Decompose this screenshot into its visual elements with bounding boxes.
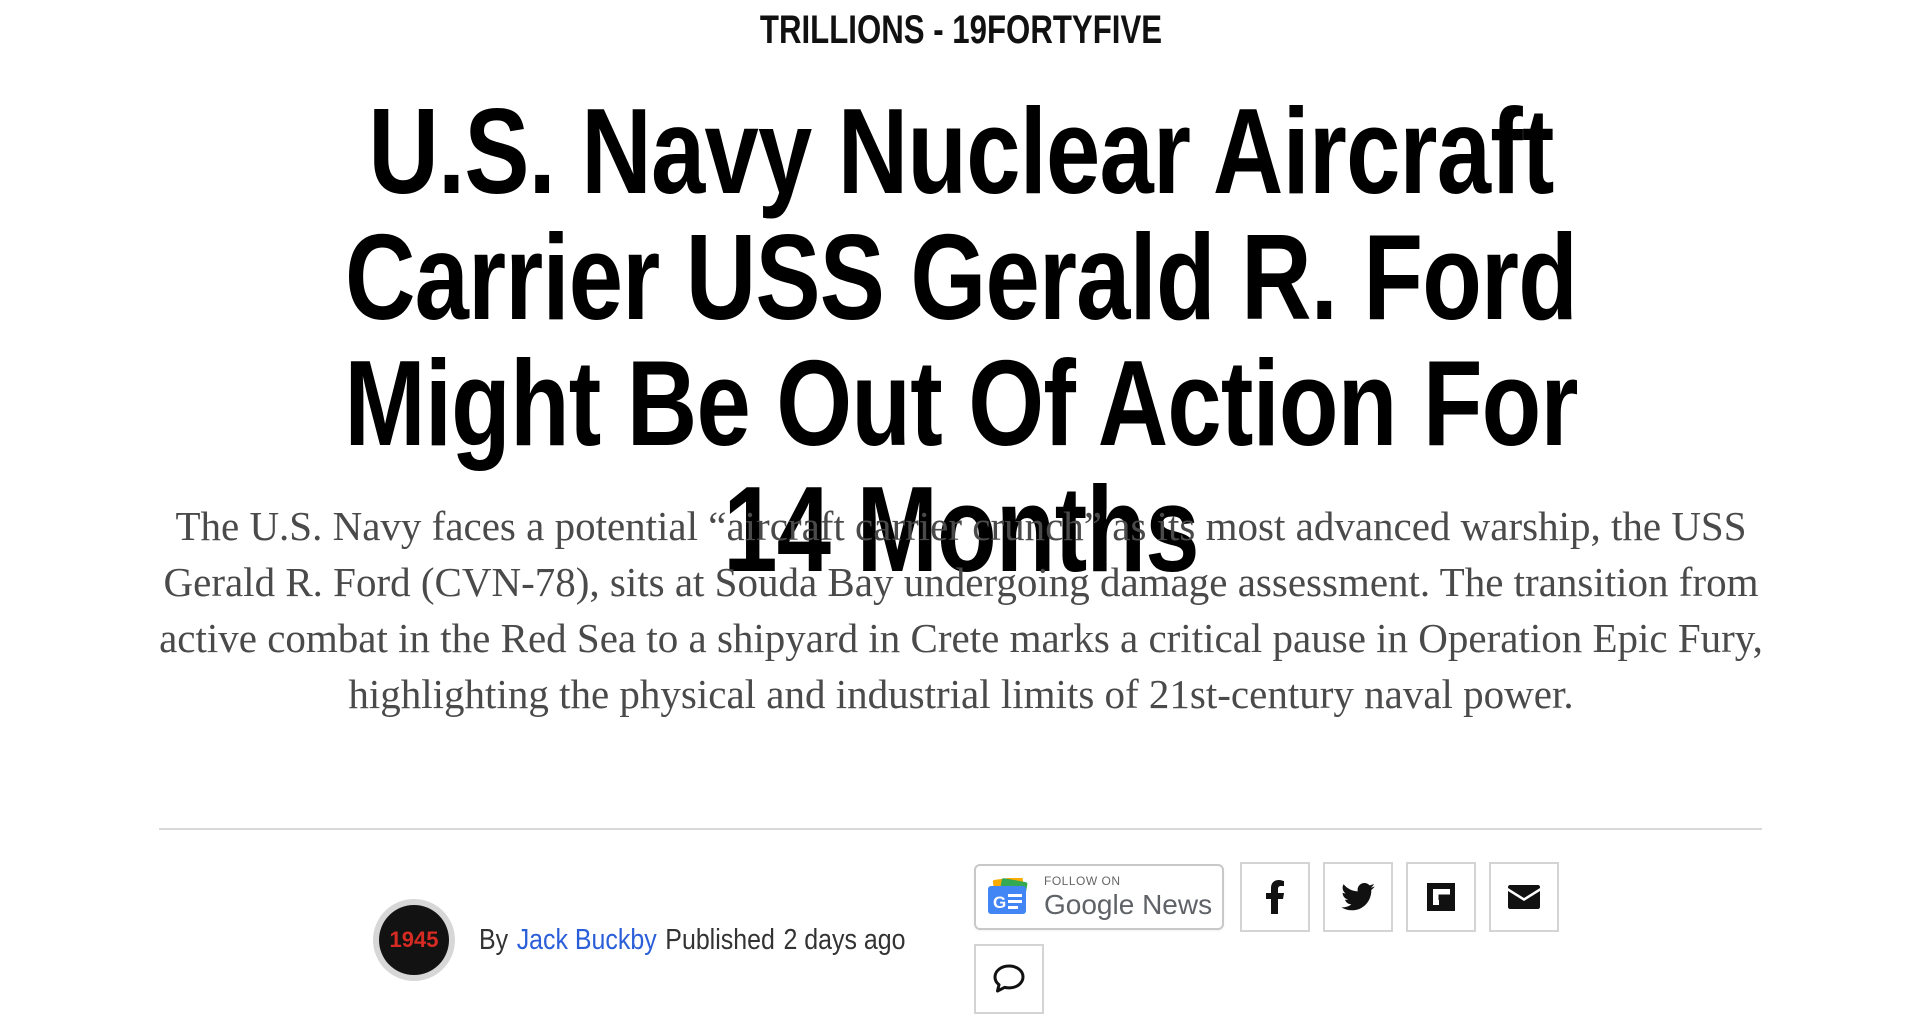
- facebook-icon: [1266, 880, 1284, 914]
- author-link[interactable]: Jack Buckby: [516, 923, 657, 956]
- flipboard-share-button[interactable]: [1406, 862, 1476, 932]
- email-icon: [1508, 885, 1540, 909]
- flipboard-icon: [1427, 883, 1455, 911]
- byline-text: By Jack Buckby Published 2 days ago: [479, 924, 905, 957]
- google-news-small-label: FOLLOW ON: [1044, 874, 1121, 888]
- author-avatar[interactable]: 1945: [373, 899, 455, 981]
- google-news-follow-button[interactable]: G FOLLOW ON Google News: [974, 864, 1224, 930]
- avatar-logo: 1945: [379, 905, 449, 975]
- byline: 1945 By Jack Buckby Published 2 days ago: [373, 897, 975, 983]
- category-label[interactable]: TRILLIONS - 19FORTYFIVE: [759, 8, 1163, 52]
- published-label: Published: [665, 923, 775, 956]
- comment-button[interactable]: [974, 944, 1044, 1014]
- article-headline: U.S. Navy Nuclear Aircraft Carrier USS G…: [344, 83, 1578, 597]
- email-share-button[interactable]: [1489, 862, 1559, 932]
- divider: [159, 828, 1762, 830]
- google-news-label: Google News: [1044, 889, 1213, 920]
- article-dek: The U.S. Navy faces a potential “aircraf…: [159, 503, 1763, 717]
- twitter-share-button[interactable]: [1323, 862, 1393, 932]
- twitter-icon: [1341, 883, 1375, 911]
- by-label: By: [479, 923, 509, 956]
- google-news-text: FOLLOW ON Google News: [1044, 875, 1212, 919]
- google-news-icon: G: [986, 876, 1030, 916]
- comment-icon: [993, 964, 1025, 993]
- published-time: 2 days ago: [783, 923, 906, 956]
- facebook-share-button[interactable]: [1240, 862, 1310, 932]
- svg-text:G: G: [993, 893, 1006, 912]
